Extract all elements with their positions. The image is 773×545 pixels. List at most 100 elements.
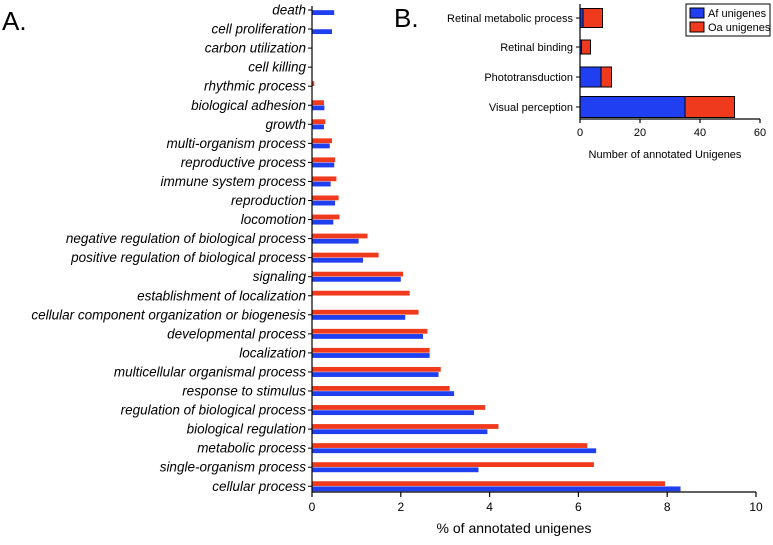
category-label-locomotion: locomotion — [241, 212, 306, 227]
bar-red-single-organism-process — [312, 462, 594, 467]
bar-red-localization — [312, 347, 430, 353]
category-label-response-to-stimulus: response to stimulus — [182, 384, 306, 399]
legend-swatch-oa-unigenes — [689, 21, 705, 33]
bar-blue-metabolic-process — [312, 448, 597, 454]
panel-label-a: A. — [2, 6, 27, 36]
bar-blue-developmental-process — [312, 334, 423, 339]
bar-blue-reproduction — [312, 200, 336, 206]
inset-category-label-phototransduction: Phototransduction — [484, 72, 573, 84]
bar-red-cellular-process — [312, 481, 665, 487]
bar-blue-negative-regulation-of-biological-process — [312, 238, 359, 244]
category-label-death: death — [272, 3, 306, 18]
bar-blue-single-organism-process — [312, 467, 479, 473]
x-tick-label-2: 2 — [397, 500, 404, 514]
bar-blue-multicellular-organismal-process — [312, 372, 439, 377]
x-tick-label-4: 4 — [486, 500, 493, 514]
inset-bar-af-unigenes-phototransduction — [579, 66, 602, 88]
category-label-developmental-process: developmental process — [167, 326, 306, 341]
category-label-localization: localization — [239, 345, 306, 360]
x-tick-label-10: 10 — [749, 500, 763, 514]
bar-red-multi-organism-process — [312, 138, 332, 144]
bar-blue-cell-proliferation — [312, 29, 332, 35]
bar-blue-death — [312, 10, 335, 15]
inset-bar-oa-unigenes-retinal-binding — [581, 39, 591, 55]
category-label-biological-regulation: biological regulation — [187, 422, 306, 437]
legend-label-af-unigenes: Af unigenes — [708, 8, 767, 20]
bar-red-establishment-of-localization — [312, 290, 410, 296]
bar-red-biological-adhesion — [312, 100, 324, 106]
category-label-single-organism-process: single-organism process — [160, 460, 307, 475]
category-label-reproductive-process: reproductive process — [181, 155, 307, 170]
category-label-cellular-component-organization-or-biogenesis: cellular component organization or bioge… — [31, 307, 306, 322]
chart-b-visual-terms: Retinal metabolic process Retinal binding… — [447, 3, 771, 161]
category-label-multicellular-organismal-process: multicellular organismal process — [114, 364, 306, 379]
inset-x-axis-title: Number of annotated Unigenes — [589, 149, 742, 161]
inset-bar-af-unigenes-visual-perception — [579, 96, 686, 118]
bar-blue-positive-regulation-of-biological-process — [312, 257, 364, 263]
bar-blue-biological-adhesion — [312, 105, 325, 111]
bar-red-metabolic-process — [312, 443, 588, 448]
panel-label-b: B. — [394, 3, 419, 33]
bar-red-locomotion — [312, 214, 340, 220]
bar-blue-growth — [312, 124, 324, 130]
inset-category-label-visual-perception: Visual perception — [489, 102, 573, 114]
category-label-negative-regulation-of-biological-process: negative regulation of biological proces… — [66, 231, 306, 246]
category-label-signaling: signaling — [253, 269, 307, 284]
bar-blue-immune-system-process — [312, 181, 331, 187]
category-label-biological-adhesion: biological adhesion — [191, 98, 306, 113]
bar-blue-localization — [312, 353, 430, 358]
bar-blue-regulation-of-biological-process — [312, 410, 475, 416]
bar-red-multicellular-organismal-process — [312, 366, 441, 372]
bar-red-positive-regulation-of-biological-process — [312, 252, 379, 258]
bar-blue-multi-organism-process — [312, 143, 330, 149]
bar-red-growth — [312, 119, 326, 125]
bar-blue-reproductive-process — [312, 162, 335, 168]
bar-red-response-to-stimulus — [312, 386, 450, 391]
x-tick-label-6: 6 — [575, 500, 582, 514]
inset-bar-oa-unigenes-retinal-metabolic-process — [582, 8, 603, 28]
category-label-positive-regulation-of-biological-process: positive regulation of biological proces… — [70, 250, 306, 265]
bar-red-developmental-process — [312, 328, 428, 334]
bar-blue-cellular-process — [312, 486, 681, 492]
bar-blue-signaling — [312, 276, 401, 282]
category-label-cell-killing: cell killing — [248, 60, 306, 75]
chart-a-go-categories: death cell proliferation carbon utilizatio… — [31, 3, 763, 537]
bar-blue-locomotion — [312, 219, 334, 225]
bar-red-negative-regulation-of-biological-process — [312, 233, 368, 239]
category-label-growth: growth — [265, 117, 306, 132]
bar-red-reproductive-process — [312, 157, 336, 163]
category-label-regulation-of-biological-process: regulation of biological process — [121, 403, 307, 418]
x-tick-label-8: 8 — [664, 500, 671, 514]
category-label-cellular-process: cellular process — [212, 479, 306, 494]
category-label-metabolic-process: metabolic process — [197, 441, 306, 456]
bar-red-biological-regulation — [312, 424, 499, 429]
legend-label-oa-unigenes: Oa unigenes — [708, 22, 771, 34]
category-label-establishment-of-localization: establishment of localization — [137, 288, 306, 303]
bar-blue-cellular-component-organization-or-biogenesis — [312, 315, 406, 320]
bar-red-reproduction — [312, 195, 339, 201]
bar-red-immune-system-process — [312, 176, 337, 182]
inset-category-label-retinal-metabolic-process: Retinal metabolic process — [447, 13, 573, 25]
bar-red-cellular-component-organization-or-biogenesis — [312, 309, 419, 315]
bar-blue-biological-regulation — [312, 429, 488, 435]
bar-red-regulation-of-biological-process — [312, 405, 486, 410]
inset-x-tick-label-40: 40 — [694, 127, 706, 139]
bar-red-rhythmic-process — [312, 81, 315, 86]
bar-blue-response-to-stimulus — [312, 391, 455, 396]
category-label-reproduction: reproduction — [231, 193, 306, 208]
category-label-cell-proliferation: cell proliferation — [211, 22, 306, 37]
bar-red-signaling — [312, 271, 404, 277]
inset-x-tick-label-20: 20 — [634, 127, 646, 139]
legend-swatch-af-unigenes — [689, 7, 705, 19]
inset-x-tick-label-60: 60 — [754, 127, 766, 139]
category-label-immune-system-process: immune system process — [160, 174, 306, 189]
category-label-multi-organism-process: multi-organism process — [166, 136, 306, 151]
category-label-rhythmic-process: rhythmic process — [204, 79, 306, 94]
inset-bar-oa-unigenes-phototransduction — [600, 66, 612, 88]
x-tick-label-0: 0 — [309, 500, 316, 514]
x-axis-title: % of annotated unigenes — [437, 520, 592, 536]
inset-category-label-retinal-binding: Retinal binding — [500, 42, 573, 54]
inset-x-tick-label-0: 0 — [577, 127, 583, 139]
